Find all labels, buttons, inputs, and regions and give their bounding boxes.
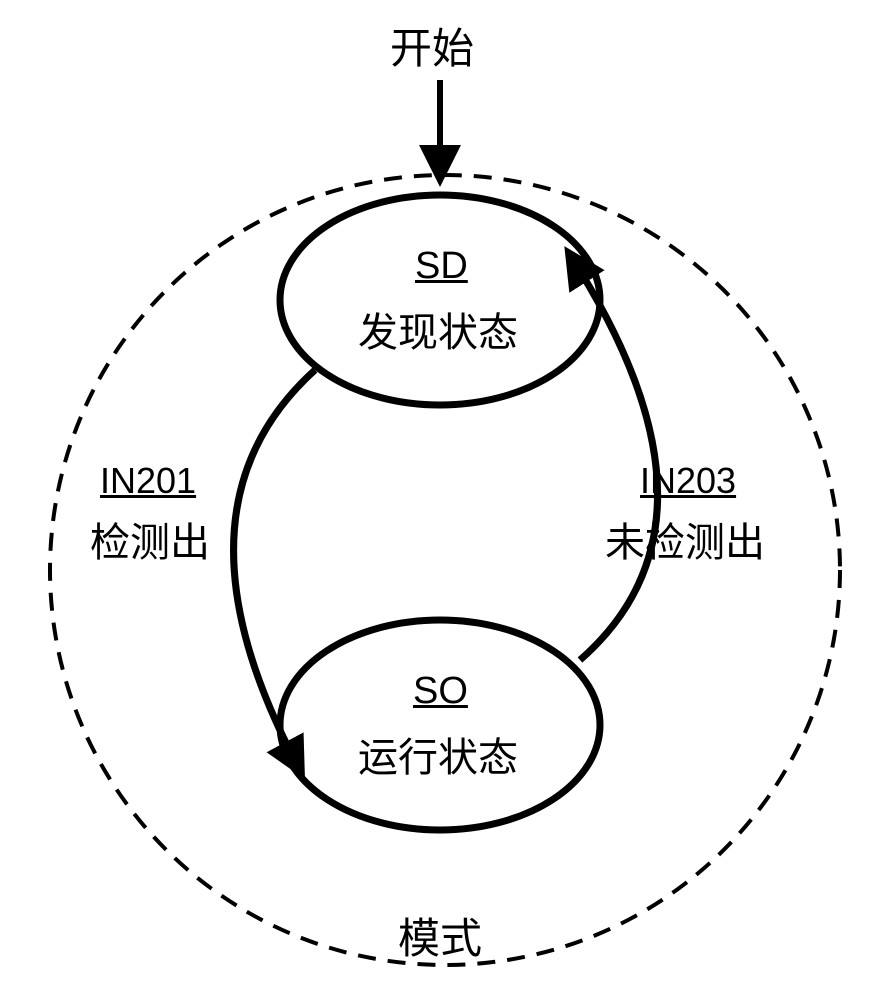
state-sd-text-value: 发现状态 — [358, 311, 518, 355]
state-so-id: SO — [413, 670, 468, 713]
state-sd-text: 发现状态 — [358, 300, 518, 358]
transition-in203-text-value: 未检测出 — [605, 521, 765, 565]
transition-in203-id-text: IN203 — [640, 460, 736, 501]
start-label: 开始 — [390, 15, 474, 76]
mode-label-text: 模式 — [398, 915, 482, 962]
state-so-text: 运行状态 — [358, 725, 518, 783]
start-label-text: 开始 — [390, 25, 474, 72]
mode-label: 模式 — [398, 905, 482, 966]
state-so-id-text: SO — [413, 670, 468, 712]
transition-in201-text-value: 检测出 — [90, 521, 210, 565]
state-sd-id: SD — [415, 245, 468, 288]
transition-in201-id-text: IN201 — [100, 460, 196, 501]
state-sd-id-text: SD — [415, 245, 468, 287]
transition-in201-id: IN201 — [100, 460, 196, 502]
transition-in203-text: 未检测出 — [605, 510, 765, 568]
transition-in203-id: IN203 — [640, 460, 736, 502]
state-so-text-value: 运行状态 — [358, 736, 518, 780]
transition-in201-text: 检测出 — [90, 510, 210, 568]
